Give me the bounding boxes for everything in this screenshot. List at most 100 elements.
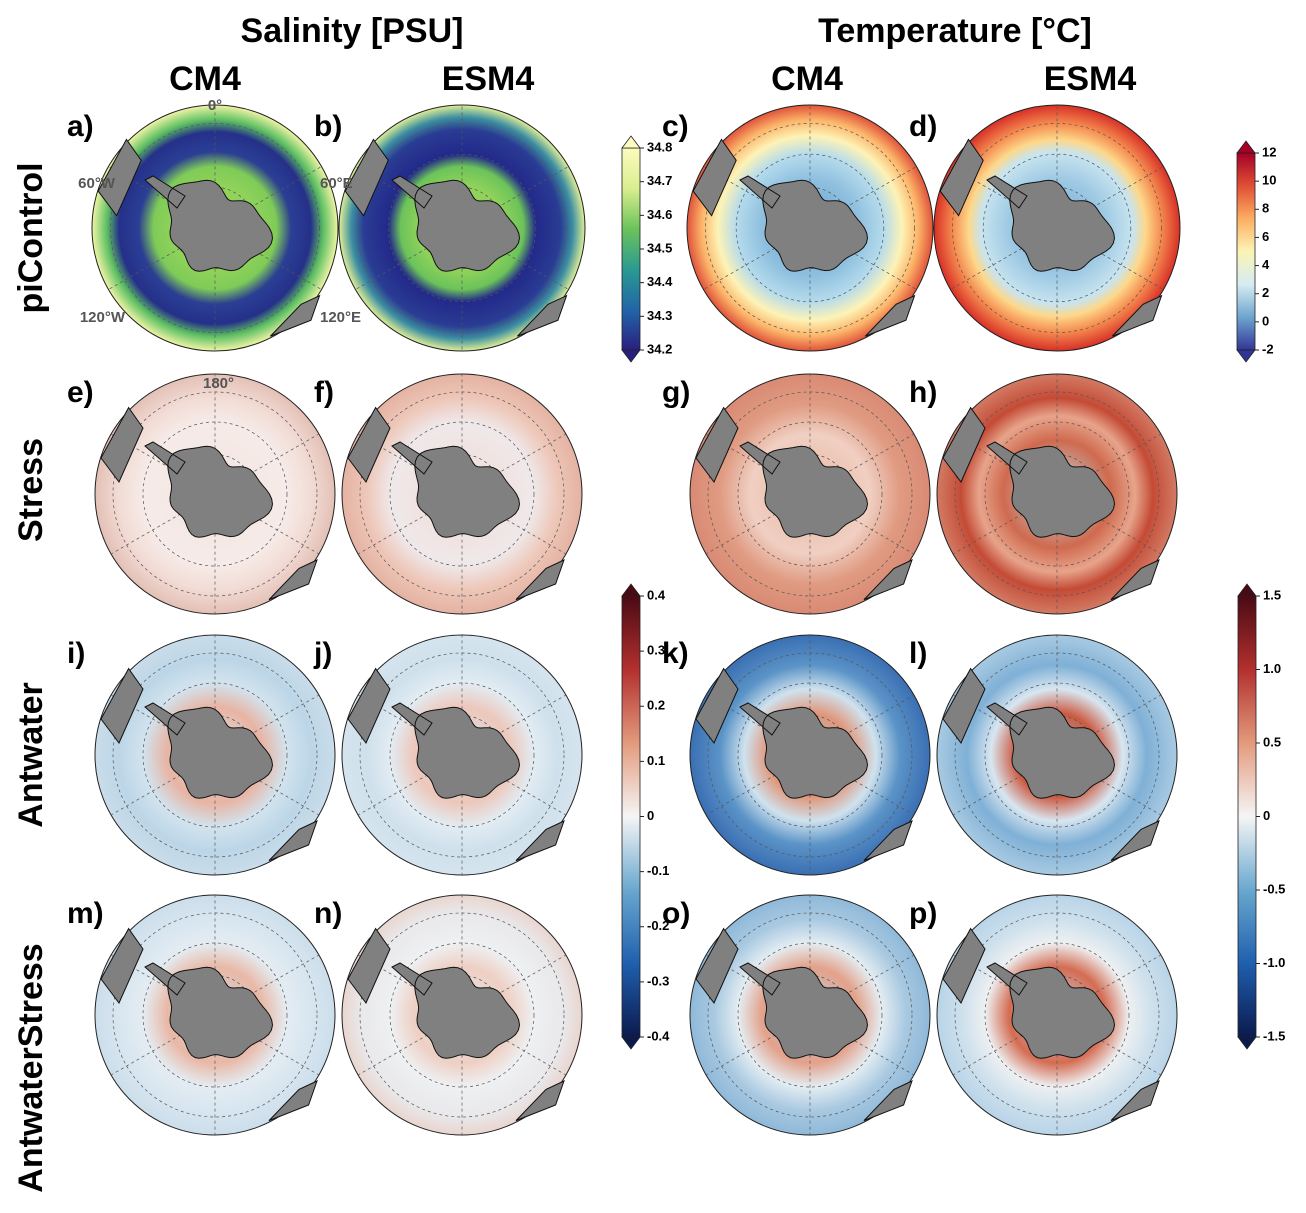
antarctica bbox=[986, 962, 1116, 1059]
antarctica bbox=[739, 702, 869, 799]
graticule bbox=[357, 513, 428, 555]
colorbar-tick-label: -0.5 bbox=[1263, 881, 1285, 896]
australia bbox=[864, 294, 916, 337]
graticule bbox=[108, 247, 181, 290]
colorbar-extend bbox=[1236, 349, 1256, 363]
column-header: CM4 bbox=[169, 60, 241, 98]
graticule bbox=[952, 513, 1023, 555]
colorbar-tick-label: 0.5 bbox=[1263, 734, 1281, 749]
graticule bbox=[357, 1034, 428, 1076]
panel-label: e) bbox=[67, 376, 94, 409]
colorbar-tick-label: 34.2 bbox=[647, 341, 672, 356]
graticule bbox=[110, 513, 181, 555]
graticule bbox=[110, 774, 181, 816]
graticule bbox=[844, 513, 915, 555]
colorbar-tick-label: 6 bbox=[1262, 229, 1269, 244]
antarctica bbox=[391, 175, 521, 272]
colorbar-extend bbox=[621, 135, 641, 149]
antarctica bbox=[144, 702, 274, 799]
panel-label: g) bbox=[662, 376, 690, 409]
graticule bbox=[952, 123, 1162, 333]
colorbar-extend bbox=[1237, 583, 1257, 597]
antarctica bbox=[391, 441, 521, 538]
graticule bbox=[954, 912, 1160, 1118]
graticule bbox=[844, 694, 915, 736]
colorbar-tick-label: -0.2 bbox=[647, 918, 669, 933]
graticule bbox=[249, 247, 322, 290]
south-america bbox=[942, 667, 986, 744]
graticule bbox=[496, 774, 567, 816]
colorbar-tick-label: 8 bbox=[1262, 201, 1269, 216]
graticule bbox=[1091, 694, 1162, 736]
colorbar-tick-label: 1.5 bbox=[1263, 587, 1281, 602]
colorbar-tick-label: 0.4 bbox=[647, 587, 666, 602]
panel-label: m) bbox=[67, 897, 104, 930]
colorbar-tick-label: 0.3 bbox=[647, 643, 665, 658]
south-america bbox=[100, 667, 144, 744]
graticule bbox=[844, 166, 917, 209]
graticule bbox=[112, 652, 318, 858]
colorbar-tick-label: -1.5 bbox=[1263, 1028, 1285, 1043]
graticule bbox=[705, 1034, 776, 1076]
colorbar-tick-label: 0 bbox=[647, 808, 654, 823]
colorbar-tick-label: 1.0 bbox=[1263, 661, 1281, 676]
graticule bbox=[387, 153, 537, 303]
graticule bbox=[844, 774, 915, 816]
graticule bbox=[249, 954, 320, 996]
panel-label: j) bbox=[313, 637, 332, 670]
graticule bbox=[707, 912, 913, 1118]
colorbar bbox=[621, 147, 641, 351]
south-america bbox=[347, 927, 391, 1004]
graticule bbox=[1091, 954, 1162, 996]
graticule bbox=[982, 153, 1132, 303]
antarctica bbox=[739, 441, 869, 538]
longitude-label: 180° bbox=[203, 375, 234, 392]
south-america bbox=[692, 138, 737, 217]
graticule bbox=[496, 954, 567, 996]
antarctica bbox=[144, 441, 274, 538]
panel-label: h) bbox=[909, 376, 937, 409]
graticule bbox=[844, 247, 917, 290]
graticule bbox=[359, 391, 565, 597]
south-america bbox=[100, 406, 144, 483]
antarctica bbox=[391, 962, 521, 1059]
graticule bbox=[496, 1034, 567, 1076]
australia bbox=[1110, 820, 1160, 862]
graticule bbox=[249, 694, 320, 736]
row-label: Antwater bbox=[12, 682, 50, 827]
antarctica bbox=[739, 175, 869, 272]
colorbar-extend bbox=[621, 1036, 641, 1050]
colorbar-tick-label: -0.3 bbox=[647, 973, 669, 988]
graticule bbox=[1091, 433, 1162, 475]
longitude-label: 60°E bbox=[320, 175, 353, 192]
australia bbox=[515, 1080, 565, 1122]
graticule bbox=[496, 166, 569, 209]
colorbar-tick-label: -0.4 bbox=[647, 1028, 670, 1043]
graticule bbox=[355, 247, 428, 290]
colorbar-tick-label: 34.5 bbox=[647, 240, 672, 255]
graticule bbox=[249, 166, 322, 209]
longitude-label: 0° bbox=[208, 97, 222, 114]
row-label: Stress bbox=[12, 438, 50, 542]
antarctica bbox=[986, 441, 1116, 538]
row-label: piControl bbox=[12, 162, 50, 313]
australia bbox=[863, 559, 913, 601]
antarctica bbox=[144, 175, 274, 272]
colorbar-tick-label: 10 bbox=[1262, 173, 1276, 188]
australia bbox=[1111, 294, 1163, 337]
graticule bbox=[705, 513, 776, 555]
australia bbox=[863, 820, 913, 862]
panel-label: p) bbox=[909, 897, 937, 930]
colorbar-tick-label: 34.3 bbox=[647, 308, 672, 323]
panel-label: a) bbox=[67, 110, 94, 143]
panel-label: f) bbox=[314, 376, 334, 409]
colorbar-tick-label: 0 bbox=[1263, 808, 1270, 823]
panel-label: l) bbox=[909, 637, 927, 670]
graticule bbox=[112, 391, 318, 597]
graticule bbox=[954, 391, 1160, 597]
panel-label: b) bbox=[314, 110, 342, 143]
colorbar-tick-label: 34.8 bbox=[647, 139, 672, 154]
colorbar-extend bbox=[621, 349, 641, 363]
graticule bbox=[359, 912, 565, 1118]
